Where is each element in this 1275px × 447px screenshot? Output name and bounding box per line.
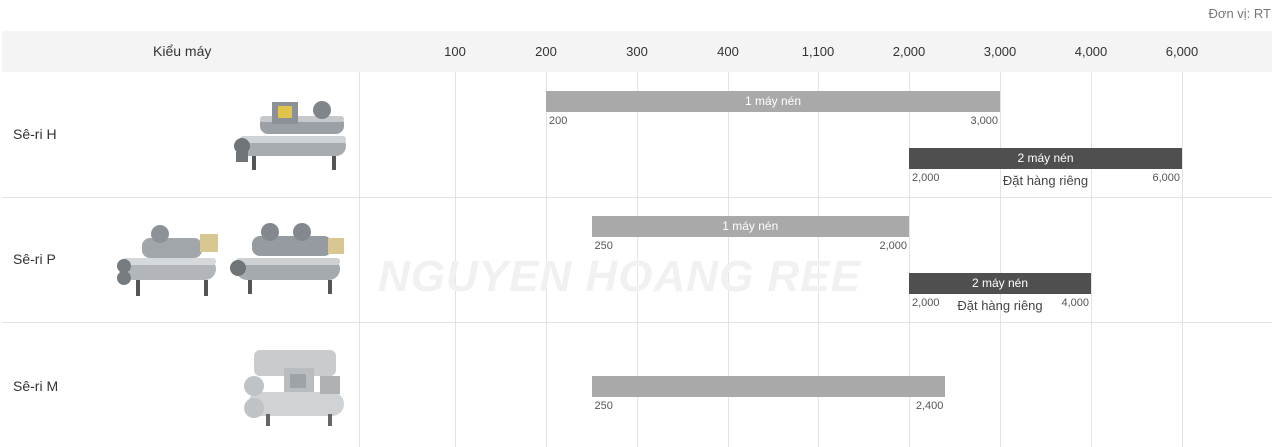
chiller-image-series-m bbox=[244, 350, 344, 426]
bar-start-value: 2,000 bbox=[912, 172, 940, 184]
bar-label: 1 máy nén bbox=[744, 94, 802, 108]
range-bar-single: 1 máy nén bbox=[591, 216, 909, 237]
range-bar-dual: 2 máy nén bbox=[909, 273, 1091, 294]
chiller-image-series-h bbox=[234, 101, 346, 170]
axis-tick-label: 3,000 bbox=[983, 44, 1017, 59]
bar-note: Đặt hàng riêng bbox=[1002, 173, 1089, 188]
axis-tick-label: 1,100 bbox=[801, 44, 835, 59]
row-label-series-p: Sê-ri P bbox=[13, 251, 56, 267]
bar-label: 2 máy nén bbox=[1017, 151, 1074, 165]
axis-tick-label: 300 bbox=[626, 44, 648, 59]
gridline bbox=[1182, 72, 1183, 447]
gridline bbox=[728, 72, 729, 447]
gridline bbox=[455, 72, 456, 447]
range-bar-dual: 2 máy nén bbox=[909, 148, 1182, 169]
row-separator bbox=[2, 322, 1272, 323]
watermark: NGUYEN HOANG REE bbox=[378, 252, 861, 301]
row-separator bbox=[2, 197, 1272, 198]
bar-label: 2 máy nén bbox=[971, 276, 1029, 290]
bar-end-value: 2,400 bbox=[915, 400, 944, 412]
bar-start-value: 250 bbox=[594, 400, 613, 412]
range-bar-single bbox=[591, 376, 946, 397]
axis-tick-label: 200 bbox=[535, 44, 557, 59]
row-label-series-h: Sê-ri H bbox=[13, 126, 57, 142]
row-label-series-m: Sê-ri M bbox=[13, 378, 59, 394]
chiller-image-series-p-dual bbox=[230, 223, 344, 294]
gridline bbox=[546, 72, 547, 447]
bar-start-value: 250 bbox=[594, 240, 613, 252]
bar-end-value: 6,000 bbox=[1152, 172, 1180, 184]
gridline bbox=[818, 72, 819, 447]
unit-label: Đơn vị: RT bbox=[1208, 6, 1271, 21]
gridline bbox=[1000, 72, 1001, 447]
axis-tick-label: 100 bbox=[444, 44, 466, 59]
bar-end-value: 4,000 bbox=[1061, 297, 1089, 309]
table-header bbox=[2, 31, 1272, 72]
model-column-title: Kiểu máy bbox=[153, 43, 212, 59]
gridline bbox=[909, 72, 910, 447]
gridline bbox=[637, 72, 638, 447]
range-bar-single: 1 máy nén bbox=[546, 91, 1000, 112]
chiller-image-series-p-single bbox=[117, 225, 218, 296]
bar-start-value: 2,000 bbox=[912, 297, 940, 309]
axis-tick-label: 6,000 bbox=[1165, 44, 1199, 59]
gridline bbox=[1091, 72, 1092, 447]
bar-note: Đặt hàng riêng bbox=[957, 298, 1043, 313]
column-divider bbox=[359, 72, 360, 447]
bar-end-value: 2,000 bbox=[879, 240, 907, 252]
bar-end-value: 3,000 bbox=[970, 115, 998, 127]
axis-tick-label: 2,000 bbox=[892, 44, 926, 59]
axis-tick-label: 4,000 bbox=[1074, 44, 1108, 59]
bar-label: 1 máy nén bbox=[722, 219, 779, 233]
bar-start-value: 200 bbox=[549, 115, 568, 127]
axis-tick-label: 400 bbox=[717, 44, 739, 59]
